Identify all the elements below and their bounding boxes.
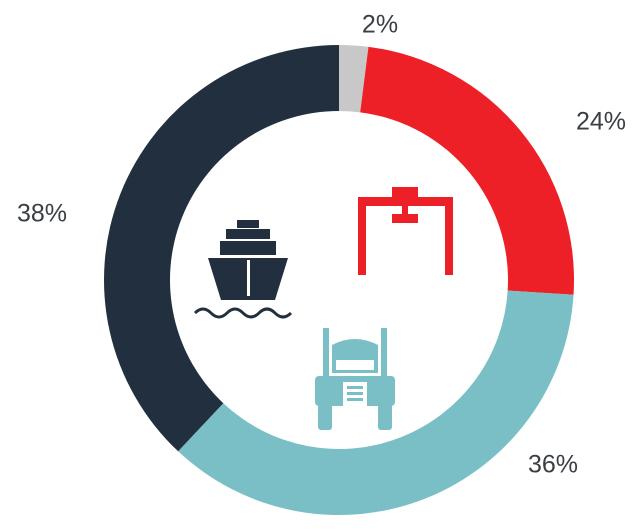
value-label: 24% (576, 108, 626, 136)
crane-icon (358, 187, 453, 275)
value-label: 36% (528, 451, 578, 479)
slice (178, 290, 574, 515)
ship-icon (193, 220, 293, 319)
value-label: 38% (17, 200, 67, 228)
donut (104, 45, 574, 515)
slice (104, 45, 339, 452)
value-label: 2% (362, 11, 398, 39)
slice (339, 45, 369, 113)
slice (360, 46, 574, 295)
truck-icon (315, 328, 395, 430)
